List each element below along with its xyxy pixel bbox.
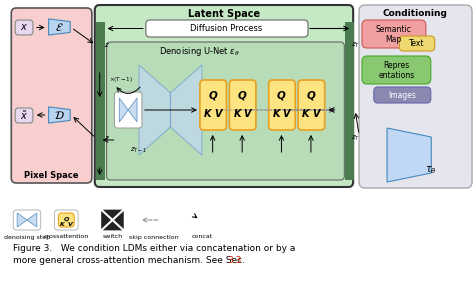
- Text: V: V: [243, 109, 251, 119]
- FancyBboxPatch shape: [399, 36, 435, 51]
- Text: Q: Q: [307, 90, 315, 100]
- Text: $z_{T-1}$: $z_{T-1}$: [130, 145, 148, 155]
- Polygon shape: [27, 213, 37, 227]
- Text: K: K: [204, 109, 211, 119]
- Polygon shape: [49, 19, 70, 35]
- Text: Semantic: Semantic: [375, 25, 411, 33]
- FancyBboxPatch shape: [200, 80, 227, 130]
- FancyBboxPatch shape: [13, 210, 41, 230]
- Bar: [345, 22, 354, 180]
- Text: $\tau_\theta$: $\tau_\theta$: [425, 164, 437, 176]
- Text: more general cross-attention mechanism. See Sec.: more general cross-attention mechanism. …: [13, 256, 248, 265]
- Polygon shape: [171, 65, 202, 155]
- Polygon shape: [119, 98, 128, 122]
- FancyBboxPatch shape: [374, 87, 431, 103]
- FancyBboxPatch shape: [114, 92, 142, 128]
- Text: Latent Space: Latent Space: [188, 9, 261, 19]
- Polygon shape: [128, 98, 137, 122]
- Text: Images: Images: [388, 90, 416, 100]
- Text: K: K: [302, 109, 310, 119]
- Text: Map: Map: [385, 35, 401, 45]
- Text: denoising step: denoising step: [4, 235, 50, 239]
- Text: Denoising U-Net $\epsilon_\theta$: Denoising U-Net $\epsilon_\theta$: [159, 45, 240, 59]
- FancyBboxPatch shape: [298, 80, 325, 130]
- Text: switch: switch: [102, 235, 123, 239]
- Text: z: z: [104, 135, 108, 141]
- Text: 3.3: 3.3: [227, 256, 242, 265]
- FancyBboxPatch shape: [11, 8, 92, 183]
- FancyBboxPatch shape: [269, 80, 295, 130]
- Text: $\times(T-1)$: $\times(T-1)$: [109, 74, 133, 84]
- Text: V: V: [68, 223, 73, 227]
- FancyBboxPatch shape: [229, 80, 256, 130]
- Polygon shape: [387, 128, 431, 182]
- Text: skip connection: skip connection: [129, 235, 179, 239]
- Bar: [96, 22, 105, 180]
- FancyBboxPatch shape: [95, 5, 353, 187]
- Polygon shape: [49, 107, 70, 123]
- FancyBboxPatch shape: [146, 20, 308, 37]
- Text: $\mathcal{E}$: $\mathcal{E}$: [55, 21, 64, 33]
- Text: concat: concat: [191, 235, 212, 239]
- FancyBboxPatch shape: [107, 42, 344, 180]
- Text: crossattention: crossattention: [44, 235, 89, 239]
- FancyBboxPatch shape: [15, 20, 33, 35]
- FancyBboxPatch shape: [362, 56, 431, 84]
- Text: Diffusion Process: Diffusion Process: [190, 24, 263, 33]
- Text: K: K: [234, 109, 241, 119]
- Text: $\tilde{x}$: $\tilde{x}$: [20, 109, 28, 122]
- FancyBboxPatch shape: [55, 210, 78, 230]
- Text: Pixel Space: Pixel Space: [24, 172, 79, 180]
- Text: K: K: [60, 223, 65, 227]
- FancyBboxPatch shape: [359, 5, 472, 188]
- Text: V: V: [214, 109, 221, 119]
- FancyBboxPatch shape: [101, 210, 123, 230]
- Polygon shape: [139, 65, 171, 155]
- Text: V: V: [312, 109, 319, 119]
- FancyBboxPatch shape: [58, 213, 74, 227]
- Text: $\mathcal{D}$: $\mathcal{D}$: [54, 109, 65, 121]
- Text: Conditioning: Conditioning: [383, 9, 447, 19]
- Text: Q: Q: [64, 217, 69, 221]
- Text: Text: Text: [409, 39, 425, 48]
- Text: $x$: $x$: [20, 23, 28, 33]
- FancyBboxPatch shape: [15, 108, 33, 123]
- Text: entations: entations: [378, 72, 415, 80]
- Text: Q: Q: [208, 90, 217, 100]
- Text: Figure 3.   We condition LDMs either via concatenation or by a: Figure 3. We condition LDMs either via c…: [13, 244, 296, 253]
- FancyBboxPatch shape: [362, 20, 426, 48]
- Text: Q: Q: [238, 90, 246, 100]
- Polygon shape: [17, 213, 27, 227]
- Text: $z_T$: $z_T$: [351, 133, 360, 143]
- Text: V: V: [283, 109, 290, 119]
- Text: Repres: Repres: [383, 61, 410, 69]
- Text: $z_T$: $z_T$: [351, 40, 360, 49]
- Text: z: z: [104, 42, 108, 48]
- Text: Q: Q: [277, 90, 286, 100]
- Text: K: K: [273, 109, 280, 119]
